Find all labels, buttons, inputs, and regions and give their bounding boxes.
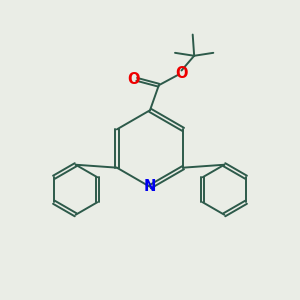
Text: O: O — [127, 72, 140, 87]
Text: N: N — [144, 179, 156, 194]
Text: O: O — [176, 66, 188, 81]
